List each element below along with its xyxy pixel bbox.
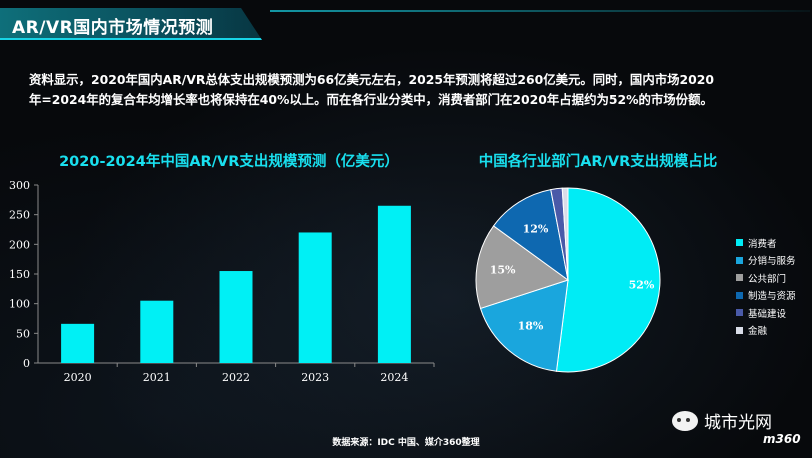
pie-slice [555, 187, 661, 373]
pie-chart-title: 中国各行业部门AR/VR支出规模占比 [478, 154, 718, 170]
y-tick-label: 300 [9, 179, 30, 192]
pie-data-label: 12% [523, 223, 549, 236]
y-tick-label: 150 [9, 268, 30, 281]
header-decoration-line [270, 10, 810, 12]
legend-swatch [736, 239, 743, 247]
legend-item: 公共部门 [736, 269, 796, 287]
pie-data-label: 15% [490, 264, 516, 277]
legend-item: 分销与服务 [736, 252, 796, 270]
bar [219, 271, 253, 363]
pie-slice [479, 279, 569, 372]
bar [61, 323, 95, 363]
data-source: 数据来源：IDC 中国、媒介360整理 [332, 438, 480, 448]
bar-chart: 0 50 100 150 200 250 300 2020 2021 2022 2023 2024 [9, 179, 435, 384]
legend-swatch [736, 309, 743, 317]
x-tick-label: 2020 [64, 371, 92, 384]
legend-swatch [736, 326, 743, 334]
y-tick-label: 250 [9, 209, 30, 222]
legend-label: 制造与资源 [748, 291, 796, 303]
title-banner [0, 8, 262, 40]
brand-name: 城市光网 [704, 413, 772, 433]
pie-data-label: 18% [518, 319, 544, 332]
legend-item: 金融 [736, 322, 796, 340]
pie-slice [475, 225, 570, 310]
pie-chart: 52%18%15%12%2%1% [475, 170, 661, 373]
intro-line: 年=2024年的复合年均增长率也将保持在40%以上。而在各行业分类中，消费者部门… [29, 92, 713, 107]
bar [140, 300, 174, 363]
legend-swatch [736, 291, 743, 299]
page-title: AR/VR国内市场情况预测 [12, 18, 214, 38]
legend-item: 基础建设 [736, 304, 796, 322]
pie-legend: 消费者分销与服务公共部门制造与资源基础建设金融 [736, 234, 796, 339]
y-tick-label: 0 [23, 357, 30, 370]
x-tick-label: 2024 [380, 371, 408, 384]
bar-chart-title: 2020-2024年中国AR/VR支出规模预测（亿美元） [59, 154, 399, 170]
legend-label: 消费者 [748, 238, 777, 250]
legend-label: 公共部门 [748, 273, 787, 285]
y-tick-label: 50 [16, 327, 30, 340]
pie-slice [561, 187, 569, 281]
wechat-icon [672, 410, 698, 431]
y-tick-label: 100 [9, 298, 30, 311]
bar [298, 232, 332, 363]
legend-label: 分销与服务 [748, 256, 796, 268]
y-tick-label: 200 [9, 238, 30, 251]
m360-logo: m360 [763, 432, 801, 446]
legend-item: 制造与资源 [736, 287, 796, 305]
x-tick-label: 2021 [143, 371, 171, 384]
pie-data-label: 52% [629, 279, 655, 292]
legend-label: 基础建设 [748, 308, 787, 320]
legend-item: 消费者 [736, 234, 796, 252]
bar [377, 205, 411, 363]
intro-line: 资料显示，2020年国内AR/VR总体支出规模预测为66亿美元左右，2025年预… [29, 72, 714, 87]
brand-watermark: 城市光网 [672, 408, 772, 433]
x-tick-label: 2022 [222, 371, 250, 384]
legend-swatch [736, 256, 743, 264]
pie-data-label: 1% [568, 170, 590, 171]
legend-swatch [736, 274, 743, 282]
legend-label: 金融 [748, 326, 768, 338]
pie-slice [492, 189, 569, 282]
intro-paragraph: 资料显示，2020年国内AR/VR总体支出规模预测为66亿美元左右，2025年预… [29, 70, 789, 110]
x-tick-label: 2023 [301, 371, 329, 384]
